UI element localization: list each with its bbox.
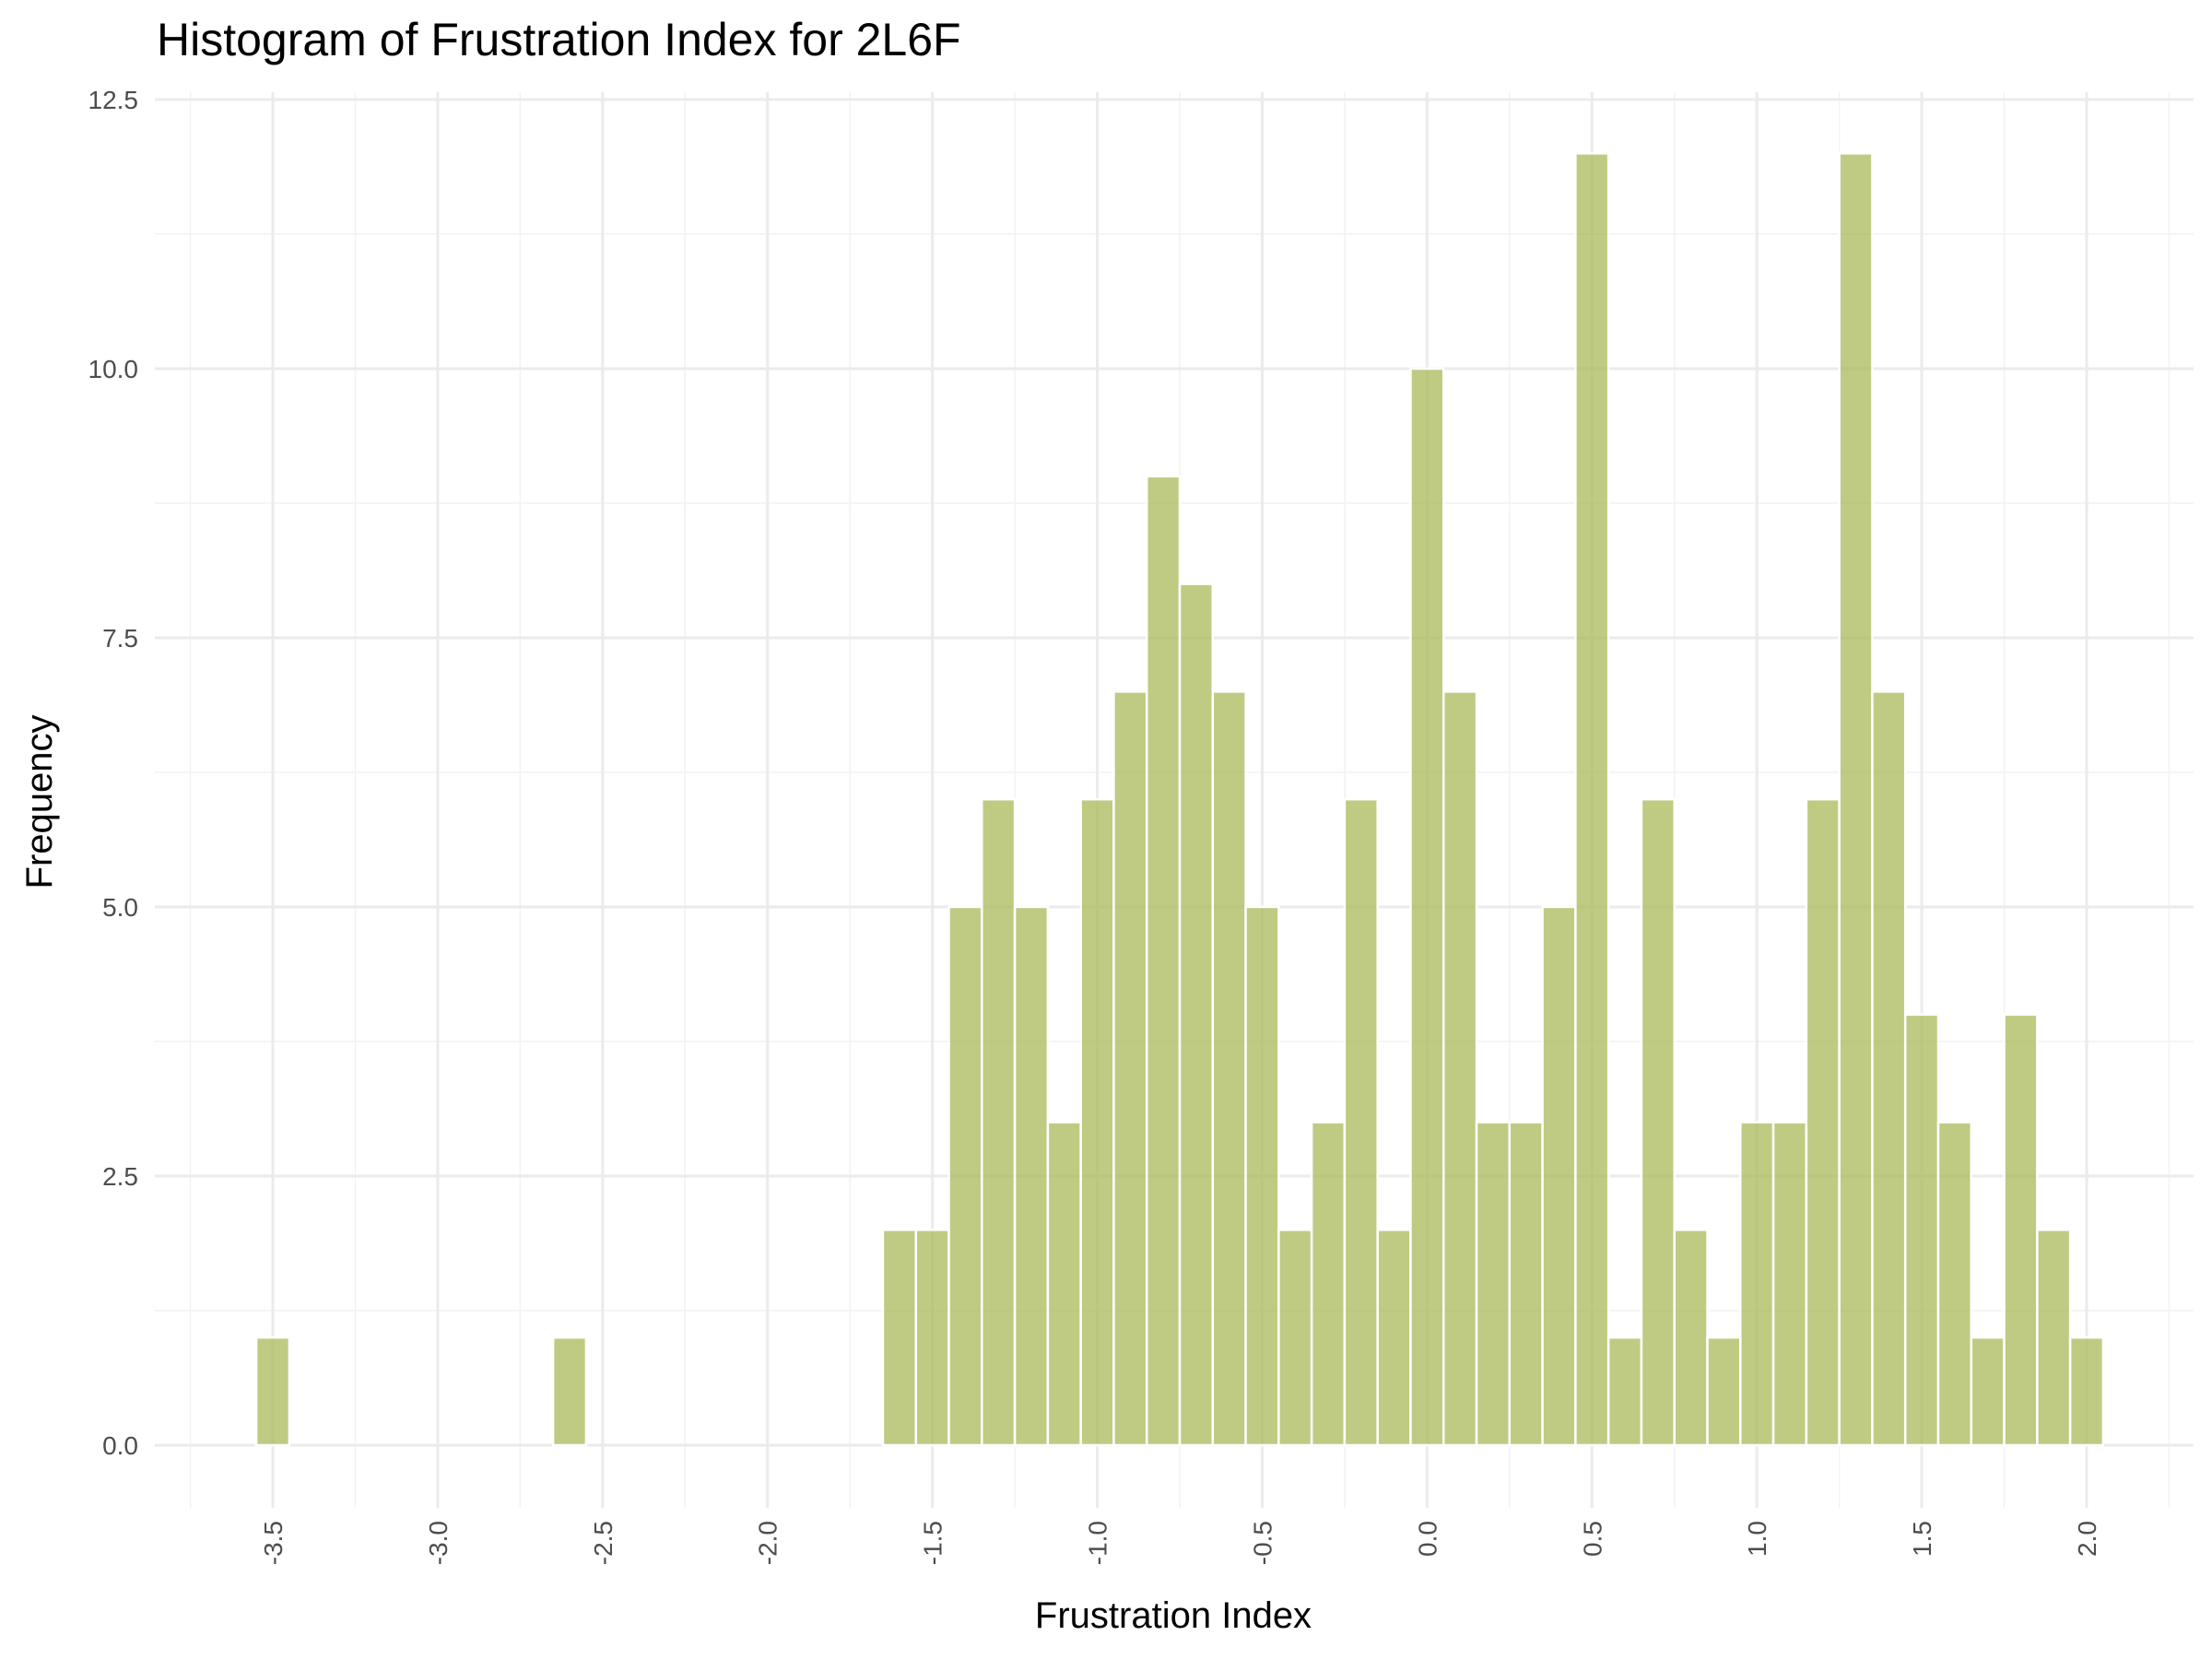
- histogram-bar: [947, 905, 983, 1447]
- histogram-bar: [551, 1335, 588, 1447]
- y-tick-label: 7.5: [102, 624, 138, 653]
- histogram-bar: [1970, 1335, 2006, 1447]
- x-axis-title: Frustration Index: [1035, 1595, 1312, 1636]
- x-tick-label: -3.0: [424, 1521, 453, 1565]
- histogram-bar: [1409, 367, 1445, 1447]
- histogram-bar: [1640, 797, 1676, 1447]
- histogram-bar: [1475, 1121, 1512, 1447]
- histogram-bar: [1871, 690, 1907, 1447]
- histogram-bar: [1541, 905, 1577, 1447]
- histogram-bar: [1442, 690, 1478, 1447]
- x-tick-label: -0.5: [1248, 1521, 1277, 1565]
- histogram-bar: [1903, 1013, 1940, 1447]
- histogram-bar: [1244, 905, 1280, 1447]
- histogram-bar: [1805, 797, 1841, 1447]
- x-tick-label: -1.5: [919, 1521, 947, 1565]
- histogram-bar: [1211, 690, 1247, 1447]
- y-tick-label: 12.5: [88, 86, 139, 114]
- x-tick-label: 1.0: [1743, 1521, 1771, 1557]
- histogram-bar: [254, 1335, 291, 1447]
- histogram-bar: [1343, 797, 1379, 1447]
- histogram-bar: [1310, 1121, 1347, 1447]
- histogram-bar: [1739, 1121, 1775, 1447]
- histogram-bar: [1771, 1121, 1808, 1447]
- histogram-bar: [1706, 1335, 1742, 1447]
- histogram-bar: [1277, 1229, 1313, 1447]
- histogram-bar: [1145, 475, 1182, 1447]
- x-tick-label: 0.5: [1578, 1521, 1606, 1557]
- histogram-bar: [1046, 1121, 1082, 1447]
- histogram-bar: [881, 1229, 917, 1447]
- histogram-bar: [1673, 1229, 1709, 1447]
- x-axis-tick-labels: -3.5 -3.0 -2.5 -2.0 -1.5 -1.0 -0.5 0.0 0.5 1.0 1.5…: [259, 1521, 2101, 1565]
- x-tick-label: -2.5: [589, 1521, 618, 1565]
- histogram-bar: [2003, 1013, 2039, 1447]
- histogram-bars: [254, 152, 2105, 1447]
- histogram-bar: [1178, 582, 1215, 1447]
- histogram-bar: [2036, 1229, 2072, 1447]
- histogram-bar: [1013, 905, 1050, 1447]
- y-axis-title: Frequency: [19, 715, 60, 889]
- histogram-bar: [1936, 1121, 1973, 1447]
- x-tick-label: 0.0: [1413, 1521, 1441, 1557]
- y-tick-label: 0.0: [102, 1431, 138, 1460]
- x-tick-label: -1.0: [1084, 1521, 1112, 1565]
- x-tick-label: -3.5: [259, 1521, 288, 1565]
- histogram-bar: [1376, 1229, 1412, 1447]
- histogram-bar: [1838, 152, 1874, 1447]
- y-axis-tick-labels: 0.0 2.5 5.0 7.5 10.0 12.5: [88, 86, 139, 1460]
- histogram-bar: [1606, 1335, 1643, 1447]
- histogram-bar: [2068, 1335, 2105, 1447]
- x-tick-label: 2.0: [2073, 1521, 2101, 1557]
- histogram-bar: [1508, 1121, 1544, 1447]
- x-tick-label: -2.0: [754, 1521, 782, 1565]
- histogram-bar: [1112, 690, 1148, 1447]
- histogram-bar: [981, 797, 1017, 1447]
- histogram-bar: [914, 1229, 950, 1447]
- y-tick-label: 5.0: [102, 893, 138, 922]
- histogram-bar: [1079, 797, 1115, 1447]
- chart-title: Histogram of Frustration Index for 2L6F: [157, 14, 961, 65]
- y-tick-label: 2.5: [102, 1162, 138, 1191]
- x-tick-label: 1.5: [1908, 1521, 1936, 1557]
- histogram-bar: [1574, 152, 1610, 1447]
- y-tick-label: 10.0: [88, 355, 139, 383]
